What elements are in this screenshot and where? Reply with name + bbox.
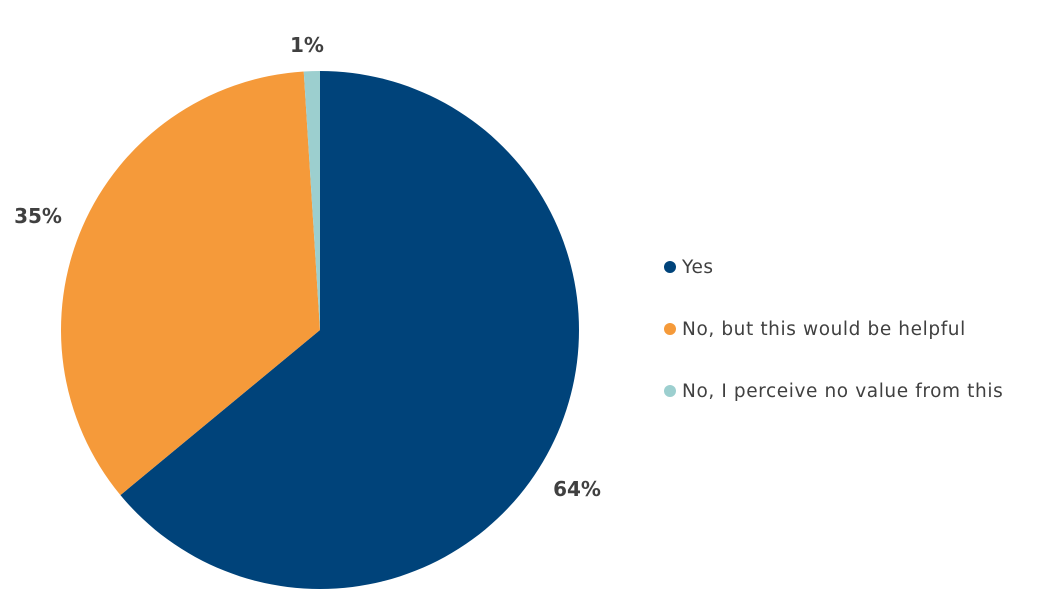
- pie-slices: [61, 71, 579, 590]
- legend-label-no-helpful: No, but this would be helpful: [682, 318, 966, 340]
- data-label-no-helpful: 35%: [14, 204, 62, 228]
- legend-item-no-helpful: No, but this would be helpful: [664, 314, 1059, 344]
- legend-label-no-value: No, I perceive no value from this: [682, 380, 1004, 402]
- data-label-yes: 64%: [553, 477, 601, 501]
- legend-swatch-yes: [664, 261, 676, 273]
- legend-swatch-no-value: [664, 385, 676, 397]
- pie-slice-no-value: [303, 71, 320, 330]
- legend-item-no-value: No, I perceive no value from this: [664, 376, 1059, 406]
- legend-label-yes: Yes: [682, 256, 714, 278]
- legend-swatch-no-helpful: [664, 323, 676, 335]
- chart-legend: Yes No, but this would be helpful No, I …: [664, 252, 1059, 438]
- pie-slice-yes: [120, 71, 579, 590]
- legend-item-yes: Yes: [664, 252, 1059, 282]
- pie-slice-no-helpful: [61, 71, 320, 496]
- pie-data-labels: 64% 35% 1%: [14, 33, 601, 501]
- data-label-no-value: 1%: [290, 33, 324, 57]
